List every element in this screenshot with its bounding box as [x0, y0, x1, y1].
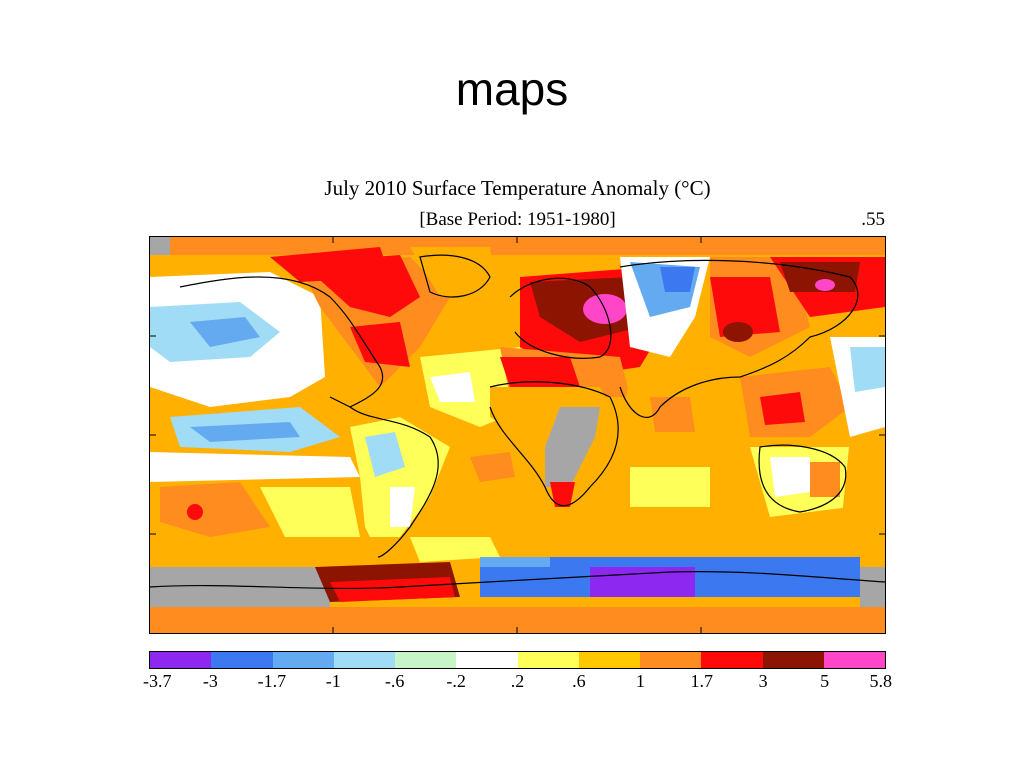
legend-color-swatch — [211, 652, 273, 668]
color-legend-labels: -3.7 -3 -1.7 -1 -.6 -.2 .2 .6 1 1.7 3 5 5.8 — [143, 671, 892, 694]
pacific-cooler — [190, 317, 260, 347]
southwest-pacific-warm — [840, 437, 885, 537]
legend-color-swatch — [333, 652, 395, 668]
greenland-warm — [410, 247, 495, 297]
global-mean-value: .55 — [861, 209, 885, 230]
map-subtitle: [Base Period: 1951-1980] — [419, 209, 616, 230]
arctic-canada-hot — [270, 247, 390, 282]
legend-tick-label: -3 — [202, 671, 218, 691]
legend-tick-label: -.2 — [446, 671, 466, 691]
legend-tick-label: .2 — [510, 671, 525, 691]
patagonia-neutral — [390, 487, 415, 527]
antarctica-no-data-west — [150, 567, 330, 607]
eastern-us-hot — [350, 322, 410, 367]
antarctica-no-data-east — [860, 567, 885, 607]
legend-tick-label: 1 — [635, 671, 645, 691]
legend-color-swatch — [762, 652, 824, 668]
amazon-cool — [365, 432, 405, 477]
color-legend — [149, 651, 886, 669]
legend-tick-label: -3.7 — [143, 671, 172, 691]
coastlines — [150, 254, 885, 590]
legend-color-swatch — [701, 652, 763, 668]
south-america-coast — [349, 406, 439, 558]
legend-color-swatch — [456, 652, 518, 668]
india-warm — [650, 397, 695, 432]
south-pacific-hot-spot — [187, 504, 203, 520]
maritime-hot — [760, 392, 805, 425]
legend-color-swatch — [272, 652, 334, 668]
equatorial-pacific-cooler — [190, 422, 300, 442]
sahara-hot — [500, 357, 580, 387]
asia-coast — [619, 259, 859, 418]
legend-tick-label: .6 — [572, 671, 586, 691]
legend-tick-label: 1.7 — [690, 671, 714, 691]
legend-color-swatch — [150, 652, 212, 668]
east-australia-warm — [810, 462, 840, 497]
south-pacific-mild — [260, 487, 360, 547]
africa-no-data — [545, 407, 600, 487]
south-indian-mild — [630, 467, 710, 507]
legend-tick-label: -1 — [325, 671, 341, 691]
map-ticks — [150, 237, 885, 633]
legend-tick-label: -.6 — [384, 671, 405, 691]
north-america-coast — [179, 276, 384, 408]
north-atlantic-neutral — [430, 372, 475, 402]
africa-coast — [489, 381, 619, 507]
south-pacific-warm — [160, 482, 270, 537]
legend-tick-label: -1.7 — [257, 671, 287, 691]
antarctica-coast — [150, 571, 885, 590]
pacific-neutral-band — [150, 452, 360, 482]
legend-color-swatch — [823, 652, 885, 668]
anomaly-map — [149, 236, 886, 634]
legend-color-swatch — [395, 652, 457, 668]
australia-coast — [758, 444, 847, 513]
map-title: July 2010 Surface Temperature Anomaly (°… — [324, 176, 711, 200]
china-very-hot — [723, 322, 753, 342]
south-africa-hot — [550, 482, 575, 507]
europe-coast — [509, 277, 612, 359]
antarctic-peninsula-hot — [330, 577, 455, 602]
siberia-cooler — [660, 267, 695, 292]
legend-tick-label: 3 — [758, 671, 768, 691]
legend-color-swatch — [640, 652, 702, 668]
greenland-coast — [419, 254, 491, 298]
china-hot — [710, 277, 780, 337]
anomaly-map-graphic — [150, 237, 885, 633]
legend-color-swatch — [517, 652, 579, 668]
no-data-patch — [150, 237, 170, 255]
legend-tick-label: 5 — [820, 671, 830, 691]
west-pacific-cool — [850, 347, 885, 392]
south-atlantic-warmer — [470, 452, 515, 482]
antarctic-coast-cool — [480, 557, 550, 567]
southern-ocean-mild — [410, 537, 500, 562]
australia-neutral — [770, 457, 810, 497]
far-east-very-hot — [780, 262, 860, 292]
legend-color-swatch — [578, 652, 640, 668]
slide-title: maps — [455, 63, 569, 115]
far-east-extreme — [815, 279, 835, 291]
legend-tick-label: 5.8 — [869, 671, 893, 691]
